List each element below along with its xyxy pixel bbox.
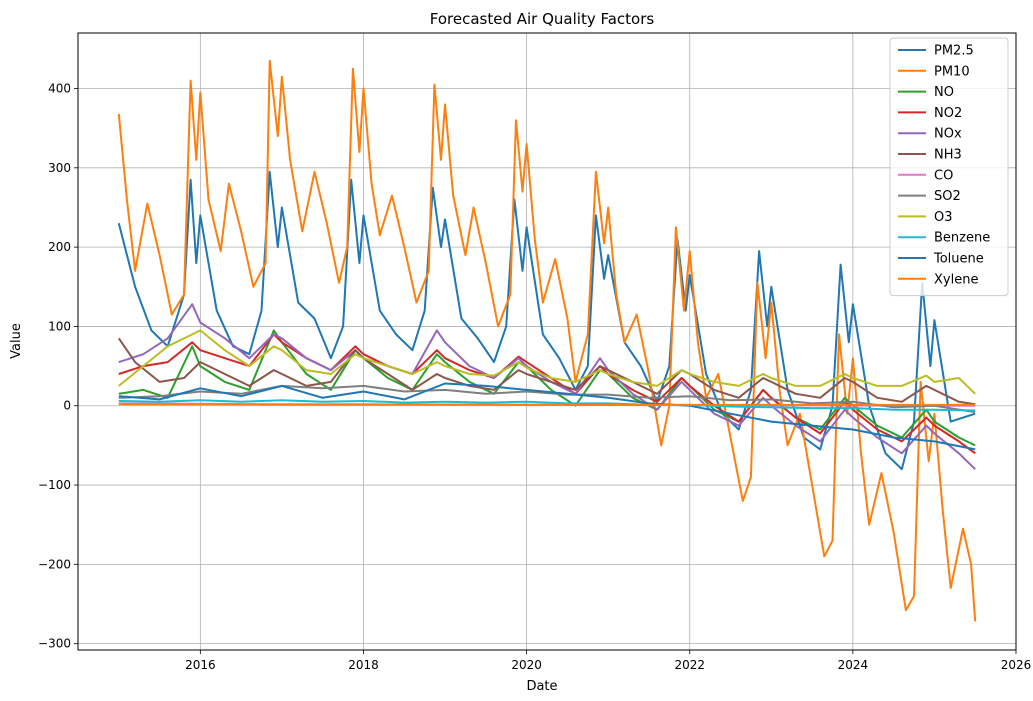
legend-label: Toluene [933, 252, 984, 267]
legend: PM2.5 PM10 NO NO2 NOx NH3 CO SO2 O3 Benzene Toluen… [889, 37, 1009, 297]
series-line-toluene [118, 382, 976, 451]
x-axis: 2016 2018 2020 2022 2024 2026 [185, 650, 1031, 672]
series-line-benzene [118, 399, 976, 412]
legend-label: Benzene [934, 231, 990, 246]
legend-label: CO [934, 168, 953, 183]
x-tick-label: 2018 [348, 658, 379, 672]
x-tick-label: 2020 [511, 658, 542, 672]
x-tick-label: 2024 [838, 658, 869, 672]
series-line-nh3 [117, 337, 976, 406]
series-line-pm10 [117, 59, 977, 622]
series-line-o3 [118, 329, 976, 395]
legend-label: PM10 [934, 64, 970, 79]
legend-label: SO2 [934, 189, 961, 204]
legend-label: NO [934, 85, 954, 100]
y-tick-label: 300 [48, 161, 71, 175]
x-tick-label: 2016 [185, 658, 216, 672]
legend-label: Xylene [934, 272, 978, 287]
y-tick-label: −300 [38, 637, 71, 651]
series-line-no [118, 329, 976, 447]
y-tick-label: 200 [48, 240, 71, 254]
x-tick-label: 2026 [1001, 658, 1032, 672]
legend-label: O3 [934, 210, 953, 225]
legend-label: NO2 [934, 106, 962, 121]
chart-title: Forecasted Air Quality Factors [430, 10, 655, 28]
legend-label: NOx [934, 127, 962, 142]
legend-label: PM2.5 [934, 44, 974, 59]
legend-label: NH3 [934, 148, 962, 163]
series-line-so2 [118, 384, 976, 414]
y-tick-label: 100 [48, 319, 71, 333]
y-axis-label: Value [9, 323, 24, 359]
plot-border [77, 32, 1017, 651]
x-tick-label: 2022 [674, 658, 705, 672]
y-axis: −300 −200 −100 0 100 200 300 400 [38, 82, 78, 651]
series-lines [117, 59, 977, 622]
y-tick-label: −200 [38, 557, 71, 571]
y-tick-label: −100 [38, 478, 71, 492]
y-tick-label: 400 [48, 82, 71, 96]
x-axis-label: Date [526, 679, 557, 694]
series-line-xylene [118, 403, 976, 406]
legend-box [889, 37, 1009, 297]
y-tick-label: 0 [63, 399, 71, 413]
